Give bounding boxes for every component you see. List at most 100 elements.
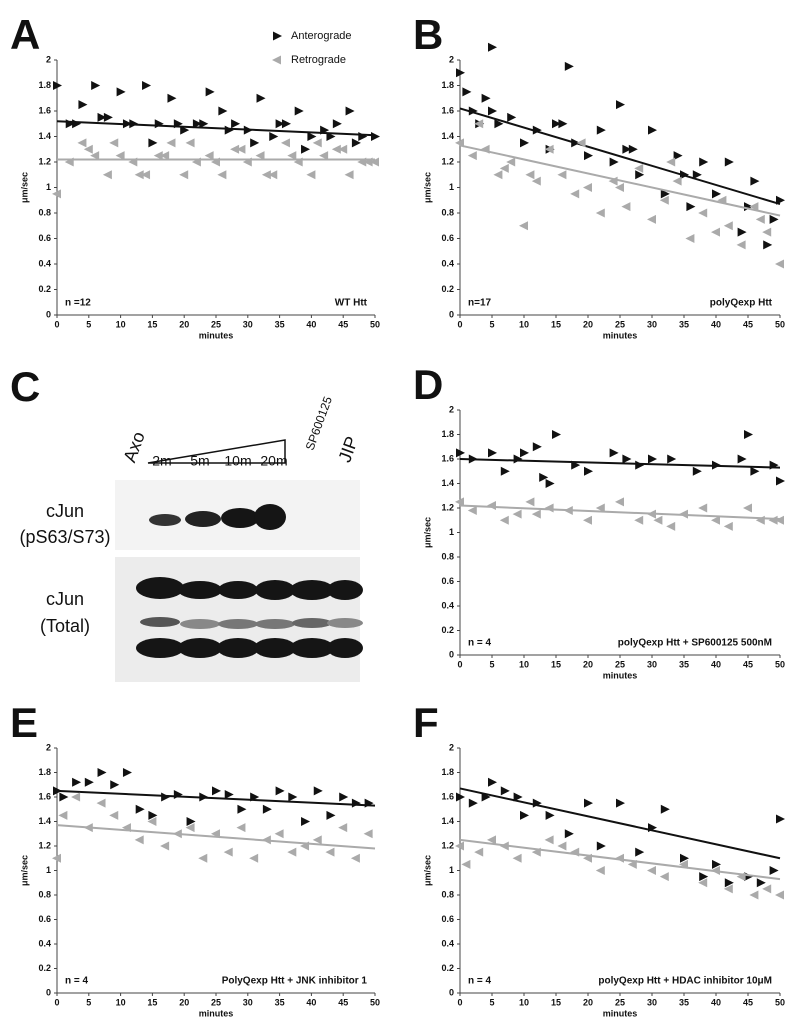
y-tick-label: 1.2 <box>441 840 454 850</box>
annotation: n = 4 <box>468 976 492 987</box>
x-tick-label: 30 <box>243 319 253 329</box>
x-axis-label: minutes <box>603 1008 638 1018</box>
data-point <box>507 112 517 122</box>
data-point <box>72 777 82 787</box>
data-point <box>135 804 145 814</box>
x-tick-label: 20 <box>179 319 189 329</box>
data-point <box>218 106 228 116</box>
data-point <box>351 138 361 148</box>
y-axis-label: μm/sec <box>422 855 432 886</box>
data-point <box>280 138 290 148</box>
data-point <box>776 195 785 205</box>
x-tick-label: 25 <box>211 319 221 329</box>
x-tick-label: 50 <box>775 997 785 1007</box>
data-point <box>180 125 190 135</box>
data-point <box>474 847 484 857</box>
data-point <box>122 768 132 777</box>
data-point <box>371 132 380 141</box>
data-point <box>350 853 360 863</box>
data-point <box>134 835 144 845</box>
data-point <box>161 792 171 802</box>
x-tick-label: 20 <box>583 319 593 329</box>
y-tick-label: 0.4 <box>38 938 51 948</box>
data-point <box>648 125 657 135</box>
data-point <box>724 878 734 888</box>
data-point <box>97 112 107 122</box>
data-point <box>236 144 246 154</box>
data-point <box>313 786 323 796</box>
data-point <box>487 501 496 511</box>
data-point <box>711 515 720 525</box>
row-label: (Total) <box>40 616 90 636</box>
data-point <box>456 448 465 458</box>
y-tick-label: 1.6 <box>441 105 454 115</box>
data-point <box>455 841 464 851</box>
data-point <box>236 823 246 833</box>
x-tick-label: 45 <box>338 319 348 329</box>
data-point <box>775 259 784 269</box>
x-tick-label: 45 <box>743 997 753 1007</box>
data-point <box>583 515 592 525</box>
y-tick-label: 1.8 <box>441 767 454 777</box>
data-point <box>596 125 606 135</box>
y-tick-label: 0.8 <box>441 551 454 561</box>
annotation: PolyQexp Htt + JNK inhibitor 1 <box>222 976 368 987</box>
x-tick-label: 5 <box>489 997 494 1007</box>
x-tick-label: 30 <box>647 997 657 1007</box>
data-point <box>755 214 765 224</box>
y-tick-label: 0 <box>449 309 454 319</box>
y-tick-label: 1 <box>449 865 454 875</box>
data-point <box>256 93 266 103</box>
y-tick-label: 1 <box>46 865 51 875</box>
x-tick-label: 50 <box>775 319 785 329</box>
y-tick-label: 0.2 <box>38 284 51 294</box>
data-point <box>743 503 752 513</box>
data-point <box>52 189 61 199</box>
data-point <box>648 454 657 464</box>
data-point <box>756 878 766 888</box>
panel-letter: E <box>10 699 38 746</box>
data-point <box>325 847 335 857</box>
y-tick-label: 1.2 <box>441 502 454 512</box>
data-point <box>666 157 676 167</box>
x-tick-label: 35 <box>679 997 689 1007</box>
data-point <box>723 884 733 894</box>
data-point <box>659 195 669 205</box>
y-tick-label: 1.2 <box>441 156 454 166</box>
data-point <box>744 430 753 439</box>
data-point <box>660 804 670 814</box>
data-point <box>736 240 746 250</box>
data-point <box>488 42 497 52</box>
data-point <box>557 841 567 851</box>
data-point <box>274 829 284 839</box>
data-point <box>52 853 61 863</box>
x-tick-label: 50 <box>775 659 785 669</box>
legend-label: Retrograde <box>291 54 346 66</box>
data-point <box>83 144 93 154</box>
data-point <box>212 786 221 796</box>
data-point <box>102 170 112 180</box>
y-tick-label: 1.4 <box>38 131 51 141</box>
data-point <box>488 106 497 116</box>
x-tick-label: 25 <box>615 997 625 1007</box>
trend-line <box>459 458 781 469</box>
data-point <box>762 884 772 894</box>
trend-line <box>459 144 781 217</box>
data-point <box>666 521 676 531</box>
data-point <box>525 497 535 507</box>
data-point <box>634 163 644 173</box>
y-tick-label: 1.6 <box>441 791 454 801</box>
data-point <box>269 132 279 141</box>
x-tick-label: 5 <box>489 659 494 669</box>
data-point <box>539 472 549 482</box>
data-point <box>660 189 670 199</box>
annotation: n = 4 <box>468 638 492 649</box>
data-point <box>358 132 368 141</box>
data-point <box>512 853 522 863</box>
data-point <box>90 151 100 161</box>
data-point <box>698 208 708 218</box>
data-point <box>461 859 471 869</box>
data-point <box>338 823 348 833</box>
data-point <box>339 792 349 802</box>
data-point <box>647 866 656 875</box>
